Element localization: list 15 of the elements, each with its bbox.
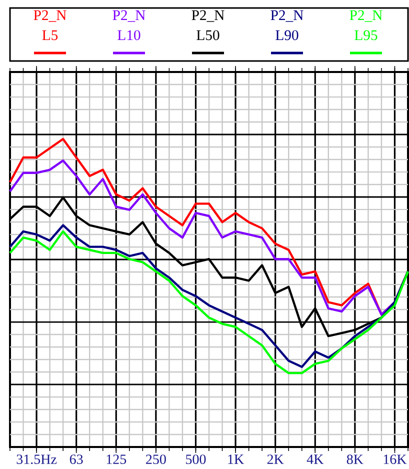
- x-tick-label: 500: [186, 454, 206, 464]
- x-tick-label: 8K: [346, 454, 364, 464]
- text: P2_N L95: [350, 10, 382, 40]
- x-tick-label: 125: [106, 454, 126, 464]
- text: P2_N L90: [270, 10, 304, 40]
- x-tick-label: 250: [146, 454, 166, 464]
- x-tick-label: 2K: [267, 454, 284, 464]
- x-tick-label: 63: [70, 454, 83, 464]
- x-tick-label: 4K: [306, 454, 324, 464]
- text: P2_N L50: [192, 10, 224, 40]
- x-tick-label: 31.5Hz: [16, 454, 56, 464]
- text: P2_N L5: [34, 10, 66, 40]
- x-tick-label: 1K: [228, 454, 244, 464]
- text: P2_N L10: [112, 10, 146, 40]
- x-tick-label: 16K: [384, 454, 407, 464]
